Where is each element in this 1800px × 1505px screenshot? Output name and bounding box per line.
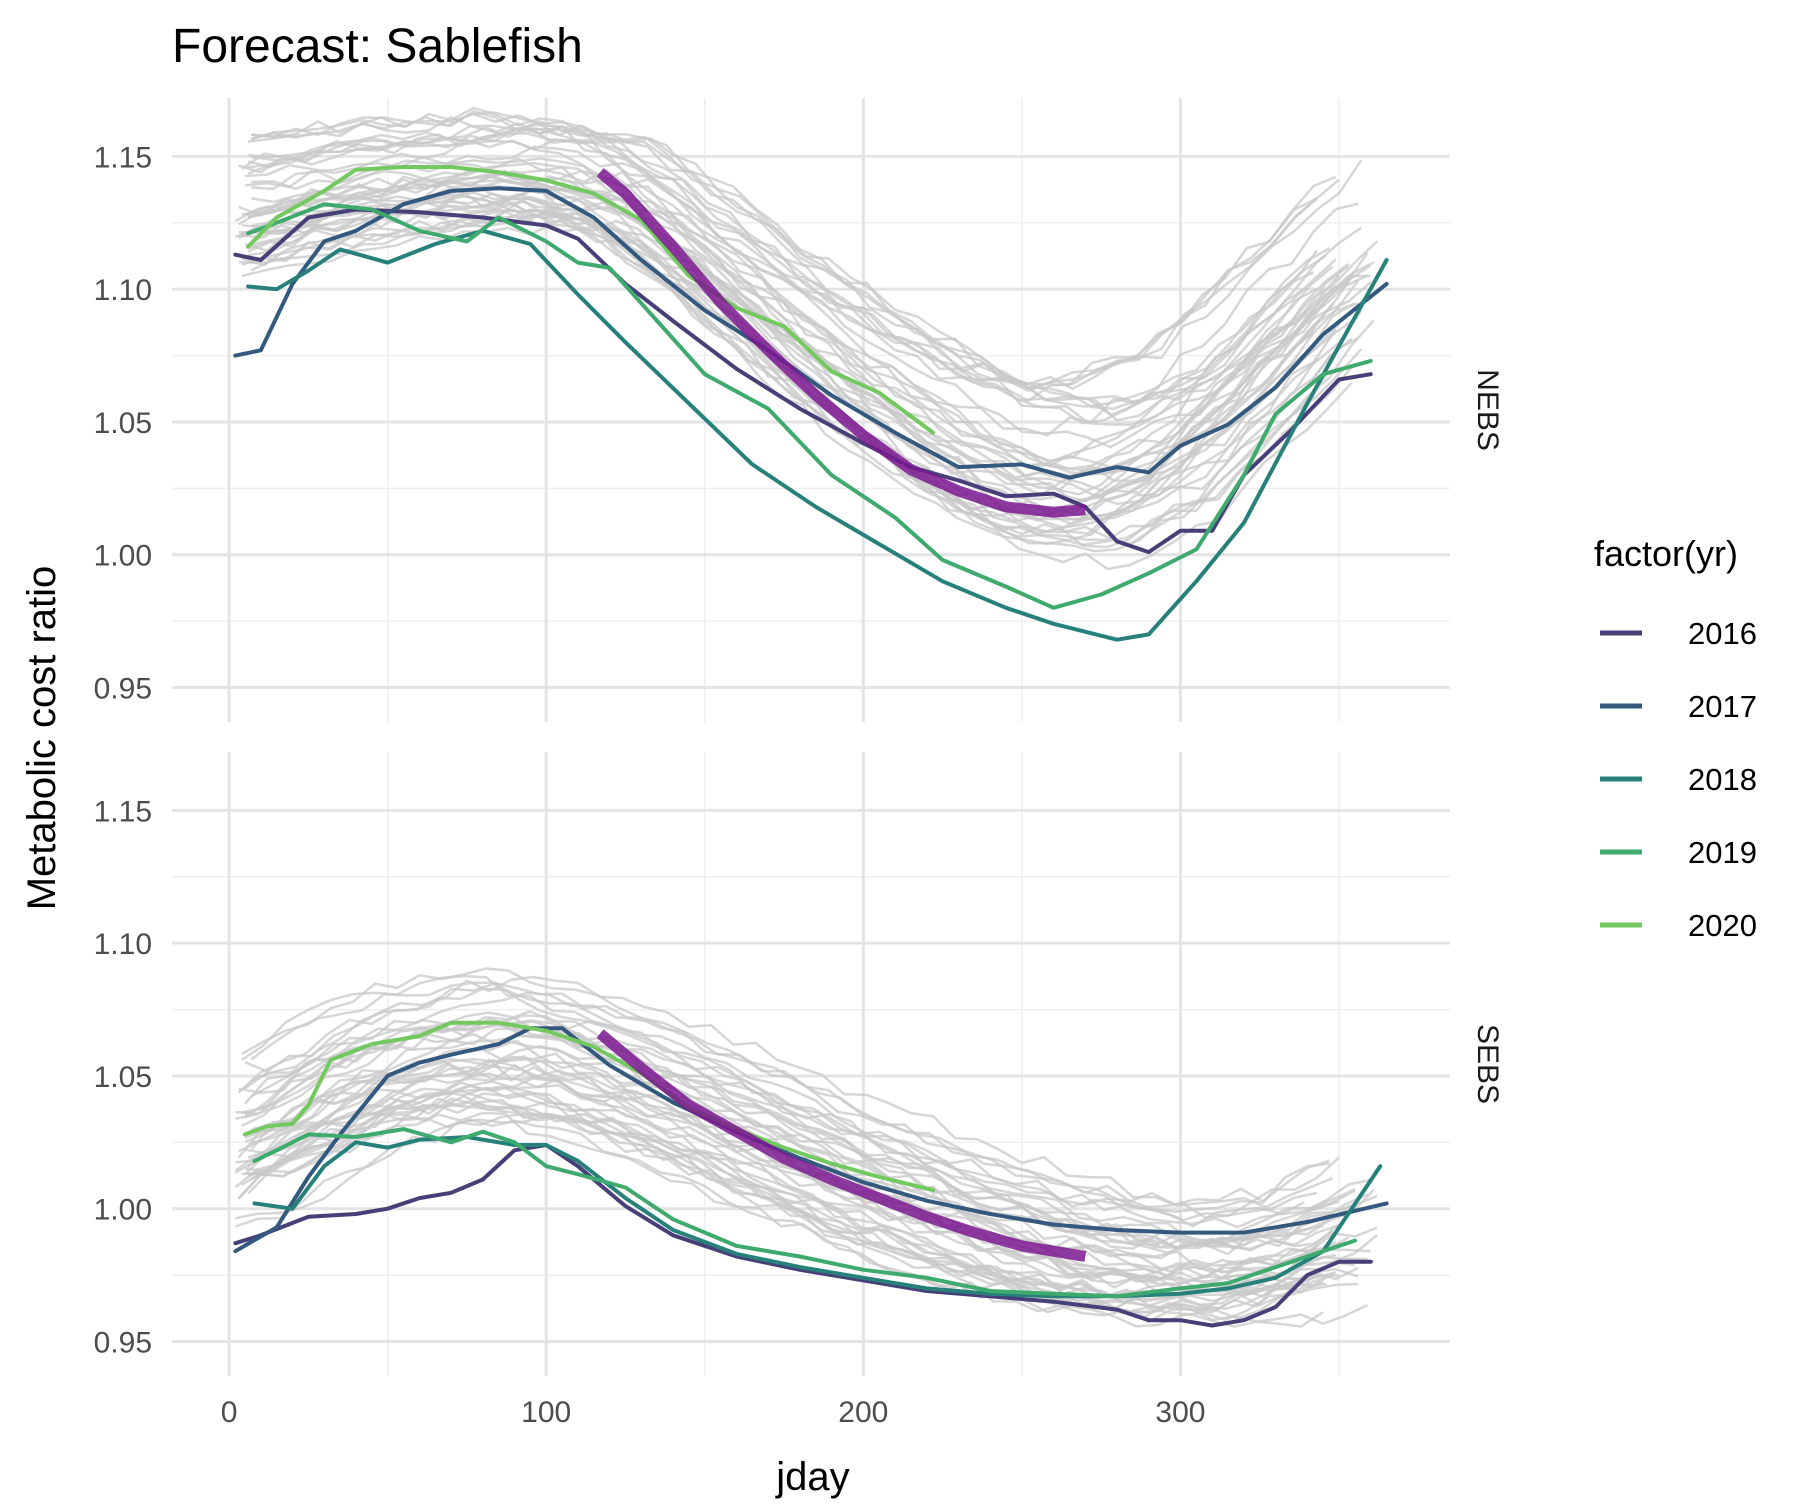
y-axis-label: Metabolic cost ratio xyxy=(20,566,64,911)
chart-title: Forecast: Sablefish xyxy=(172,20,583,73)
strip-label-sebs: SEBS xyxy=(1471,1024,1504,1104)
legend-item-2020: 2020 xyxy=(1600,908,1757,943)
legend-item-2019: 2019 xyxy=(1600,835,1757,870)
y-tick-label: 1.00 xyxy=(94,1194,152,1227)
legend-label: 2016 xyxy=(1688,616,1757,651)
history-line xyxy=(235,1023,1369,1255)
forecast-line xyxy=(596,168,1086,518)
series-line-2016 xyxy=(233,1143,1373,1328)
legend-item-2017: 2017 xyxy=(1600,689,1757,724)
series-line-2019 xyxy=(246,202,1373,610)
x-tick-label: 200 xyxy=(838,1396,888,1429)
legend-item-2018: 2018 xyxy=(1600,762,1757,797)
history-line xyxy=(247,134,1359,437)
forecast-line xyxy=(596,1029,1087,1262)
history-line xyxy=(251,157,1340,471)
history-line xyxy=(237,1091,1305,1308)
history-line xyxy=(251,192,1363,526)
y-tick-label: 1.05 xyxy=(94,407,152,440)
history-line xyxy=(251,157,1362,462)
x-axis-label: jday xyxy=(775,1455,849,1499)
history-line xyxy=(244,138,1334,426)
history-line xyxy=(234,1098,1324,1318)
legend-item-2016: 2016 xyxy=(1600,616,1757,651)
history-line xyxy=(241,967,1330,1206)
series-line-2020 xyxy=(246,165,936,435)
history-line xyxy=(241,125,1331,408)
legend-label: 2020 xyxy=(1688,908,1757,943)
series-line-2019 xyxy=(252,1127,1357,1299)
panels-layer: 0.95 1.00 1.05 1.10 1.15 NEBS 0.95 1.00 1.05 1.10… xyxy=(94,98,1504,1429)
history-line xyxy=(244,1011,1356,1247)
y-tick-label: 1.05 xyxy=(94,1061,152,1094)
x-tick-label: 100 xyxy=(521,1396,571,1429)
series-line-2018 xyxy=(252,1135,1383,1299)
y-tick-label: 1.10 xyxy=(94,274,152,307)
y-tick-label: 1.00 xyxy=(94,540,152,573)
legend-label: 2018 xyxy=(1688,762,1757,797)
legend-title: factor(yr) xyxy=(1594,533,1738,574)
x-tick-label: 300 xyxy=(1155,1396,1205,1429)
legend: factor(yr) 2016 2017 2018 2019 2020 xyxy=(1594,533,1757,943)
history-line xyxy=(244,161,1334,469)
y-tick-label: 1.15 xyxy=(94,141,152,174)
history-line xyxy=(251,1034,1340,1251)
panel-nebs: 0.95 1.00 1.05 1.10 1.15 NEBS xyxy=(94,98,1504,722)
history-line xyxy=(250,1097,1340,1311)
history-line xyxy=(235,1014,1324,1243)
history-line xyxy=(238,991,1371,1229)
series-line-2017 xyxy=(233,1026,1389,1254)
legend-label: 2017 xyxy=(1688,689,1757,724)
legend-label: 2019 xyxy=(1688,835,1757,870)
history-line xyxy=(247,111,1337,387)
history-line xyxy=(250,1024,1340,1252)
panel-sebs: 0.95 1.00 1.05 1.10 1.15 SEBS 0 100 200 300 xyxy=(94,752,1504,1429)
strip-label-nebs: NEBS xyxy=(1471,369,1504,451)
series-line-2020 xyxy=(242,1020,936,1193)
y-tick-label: 1.10 xyxy=(94,928,152,961)
history-line xyxy=(250,982,1318,1220)
y-tick-label: 0.95 xyxy=(94,1326,152,1359)
y-tick-label: 1.15 xyxy=(94,795,152,828)
history-line xyxy=(251,110,1340,393)
history-line xyxy=(250,106,1318,390)
x-tick-label: 0 xyxy=(221,1396,238,1429)
history-line xyxy=(247,1063,1337,1289)
history-line xyxy=(244,1100,1334,1312)
series-line-2018 xyxy=(246,228,1389,642)
y-tick-label: 0.95 xyxy=(94,672,152,705)
